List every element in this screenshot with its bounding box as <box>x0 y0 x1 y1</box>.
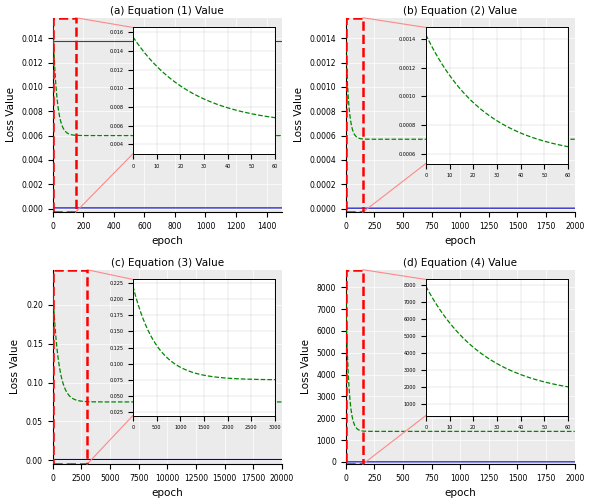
Y-axis label: Loss Value: Loss Value <box>5 88 15 143</box>
X-axis label: epoch: epoch <box>152 488 183 498</box>
Y-axis label: Loss Value: Loss Value <box>301 340 311 395</box>
X-axis label: epoch: epoch <box>444 236 476 246</box>
Bar <box>53 270 87 464</box>
Bar <box>53 18 76 212</box>
X-axis label: epoch: epoch <box>152 236 183 246</box>
Bar <box>346 18 363 212</box>
Title: (c) Equation (3) Value: (c) Equation (3) Value <box>111 258 224 268</box>
Bar <box>346 270 363 464</box>
Title: (b) Equation (2) Value: (b) Equation (2) Value <box>403 6 517 16</box>
Title: (d) Equation (4) Value: (d) Equation (4) Value <box>403 258 517 268</box>
Y-axis label: Loss Value: Loss Value <box>11 340 21 395</box>
Y-axis label: Loss Value: Loss Value <box>294 88 304 143</box>
X-axis label: epoch: epoch <box>444 488 476 498</box>
Title: (a) Equation (1) Value: (a) Equation (1) Value <box>110 6 224 16</box>
